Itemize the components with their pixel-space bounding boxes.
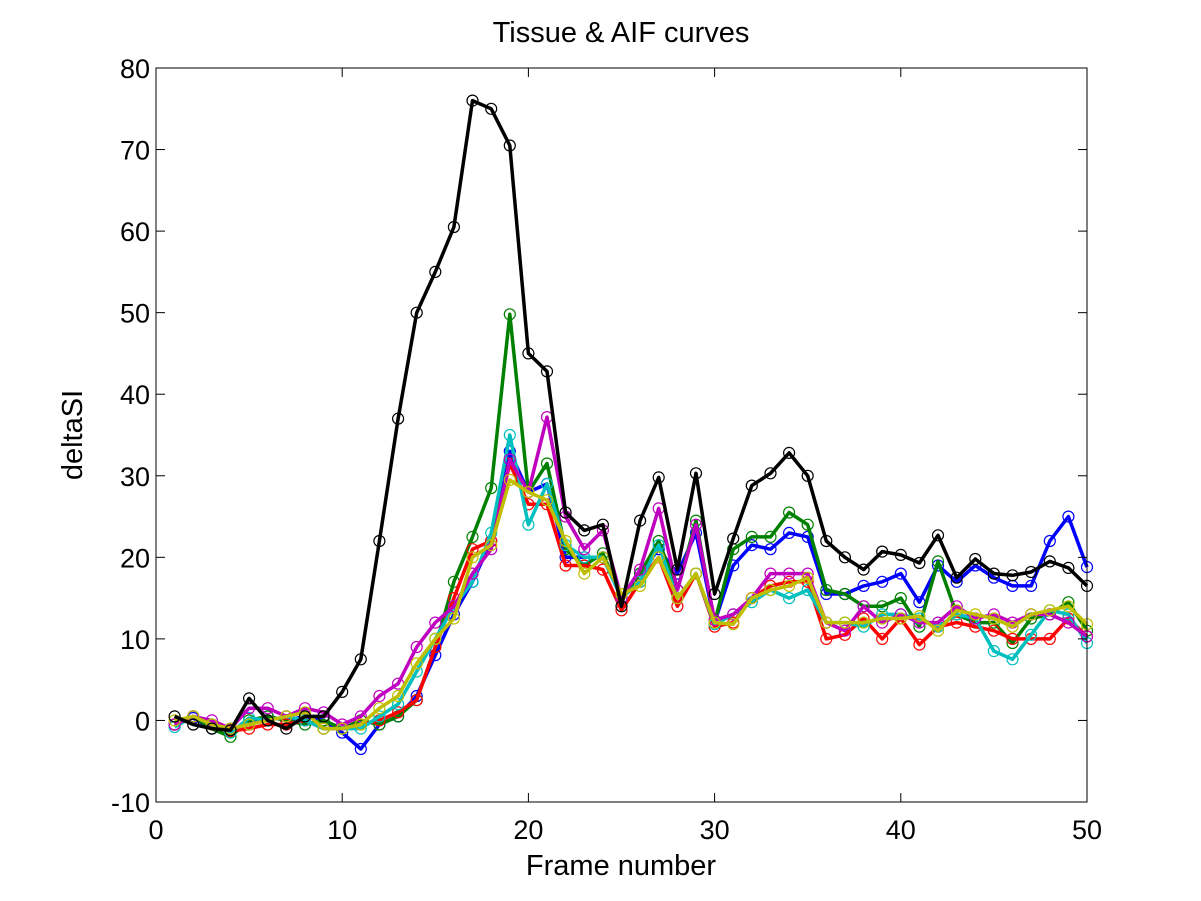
y-tick-label: 40 (120, 380, 150, 410)
y-axis-label: deltaSI (57, 390, 89, 480)
x-axis-label: Frame number (526, 850, 717, 882)
x-tick-label: 50 (1072, 815, 1102, 845)
y-tick-label: 20 (120, 543, 150, 573)
y-tick-label: 0 (135, 706, 150, 736)
y-tick-label: 60 (120, 217, 150, 247)
chart-title: Tissue & AIF curves (493, 17, 750, 49)
x-tick-label: 40 (886, 815, 916, 845)
y-tick-label: 10 (120, 625, 150, 655)
y-tick-label: -10 (111, 788, 150, 818)
y-tick-label: 30 (120, 462, 150, 492)
x-tick-label: 30 (700, 815, 730, 845)
y-tick-label: 50 (120, 299, 150, 329)
y-tick-label: 80 (120, 54, 150, 84)
x-tick-label: 20 (513, 815, 543, 845)
y-tick-label: 70 (120, 136, 150, 166)
x-tick-label: 10 (327, 815, 357, 845)
x-tick-label: 0 (148, 815, 163, 845)
